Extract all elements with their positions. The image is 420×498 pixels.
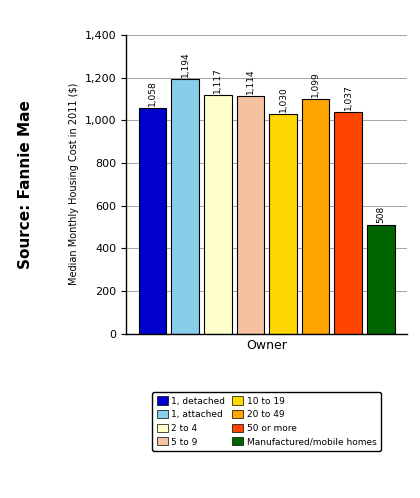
Bar: [236, 96, 264, 334]
Text: 1,194: 1,194: [181, 51, 190, 77]
Text: 508: 508: [376, 206, 385, 223]
Text: Source: Fannie Mae: Source: Fannie Mae: [18, 100, 33, 269]
X-axis label: Owner: Owner: [246, 339, 287, 352]
Legend: 1, detached, 1, attached, 2 to 4, 5 to 9, 10 to 19, 20 to 49, 50 or more, Manufa: 1, detached, 1, attached, 2 to 4, 5 to 9…: [152, 392, 381, 451]
Y-axis label: Median Monthly Housing Cost in 2011 ($): Median Monthly Housing Cost in 2011 ($): [69, 83, 79, 285]
Text: 1,099: 1,099: [311, 71, 320, 97]
Text: 1,117: 1,117: [213, 67, 222, 93]
Text: 1,037: 1,037: [344, 85, 353, 110]
Bar: [204, 95, 232, 334]
Text: 1,030: 1,030: [278, 86, 288, 112]
Text: 1,058: 1,058: [148, 80, 157, 106]
Bar: [269, 114, 297, 334]
Bar: [302, 99, 329, 334]
Bar: [171, 79, 199, 334]
Bar: [334, 113, 362, 334]
Bar: [139, 108, 166, 334]
Bar: [367, 225, 395, 334]
Text: 1,114: 1,114: [246, 68, 255, 94]
